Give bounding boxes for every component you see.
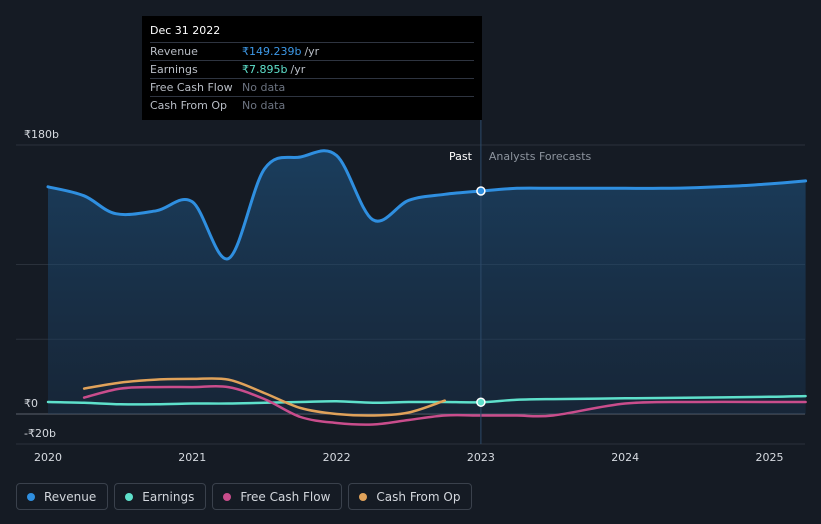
tooltip-unit: /yr: [290, 63, 306, 76]
tooltip-date: Dec 31 2022: [150, 24, 221, 37]
tooltip-label: Cash From Op: [150, 99, 228, 112]
tooltip-label: Free Cash Flow: [150, 81, 233, 94]
tooltip-row-revenue: Revenue ₹149.239b /yr: [150, 42, 474, 60]
y-tick-label: ₹180b: [24, 128, 59, 141]
revenue-line: [46, 149, 808, 261]
tooltip-row-cash-from-op: Cash From Op No data: [150, 96, 474, 114]
legend-item-earnings[interactable]: Earnings: [114, 483, 207, 510]
tooltip: Dec 31 2022 Revenue ₹149.239b /yr Earnin…: [142, 16, 482, 120]
series-layer: [46, 149, 808, 426]
legend-item-cash-from-op[interactable]: Cash From Op: [348, 483, 473, 510]
tooltip-row-earnings: Earnings ₹7.895b /yr: [150, 60, 474, 78]
y-tick-label: -₹20b: [24, 427, 56, 440]
axes: ₹180b ₹0 -₹20b 2020 2021 2022 2023 2024 2025: [24, 128, 784, 464]
legend-dot-icon: [125, 492, 134, 501]
revenue-area: [48, 150, 806, 414]
legend-dot-icon: [223, 492, 232, 501]
forecast-label: Analysts Forecasts: [489, 150, 592, 163]
earnings-highlight-point: [476, 397, 486, 407]
earnings-line: [46, 394, 807, 406]
legend-item-free-cash-flow[interactable]: Free Cash Flow: [212, 483, 343, 510]
x-tick-label: 2024: [611, 451, 639, 464]
legend-label: Free Cash Flow: [240, 489, 331, 504]
legend-item-revenue[interactable]: Revenue: [16, 483, 109, 510]
x-tick-label: 2020: [34, 451, 62, 464]
tooltip-value: No data: [242, 81, 286, 94]
tooltip-row-free-cash-flow: Free Cash Flow No data: [150, 78, 474, 96]
free-cash-flow-line: [82, 384, 807, 426]
cash-from-op-line: [82, 377, 447, 417]
x-tick-label: 2022: [323, 451, 351, 464]
x-tick-label: 2023: [467, 451, 495, 464]
legend-label: Cash From Op: [376, 489, 461, 504]
legend-label: Earnings: [142, 489, 195, 504]
tooltip-value: ₹149.239b: [242, 45, 302, 58]
legend-dot-icon: [27, 492, 35, 501]
legend-label: Revenue: [44, 489, 97, 504]
revenue-highlight-point: [476, 186, 486, 196]
x-tick-label: 2021: [178, 451, 206, 464]
legend: Revenue Earnings Free Cash Flow Cash Fro…: [16, 483, 473, 510]
x-tick-label: 2025: [756, 451, 784, 464]
tooltip-value: No data: [242, 99, 286, 112]
legend-dot-icon: [359, 492, 368, 501]
tooltip-label: Revenue: [150, 45, 198, 58]
tooltip-label: Earnings: [150, 63, 198, 76]
tooltip-value: ₹7.895b: [242, 63, 288, 76]
highlight-markers: [476, 186, 486, 407]
y-tick-label: ₹0: [24, 397, 38, 410]
tooltip-unit: /yr: [304, 45, 320, 58]
past-label: Past: [449, 150, 473, 163]
